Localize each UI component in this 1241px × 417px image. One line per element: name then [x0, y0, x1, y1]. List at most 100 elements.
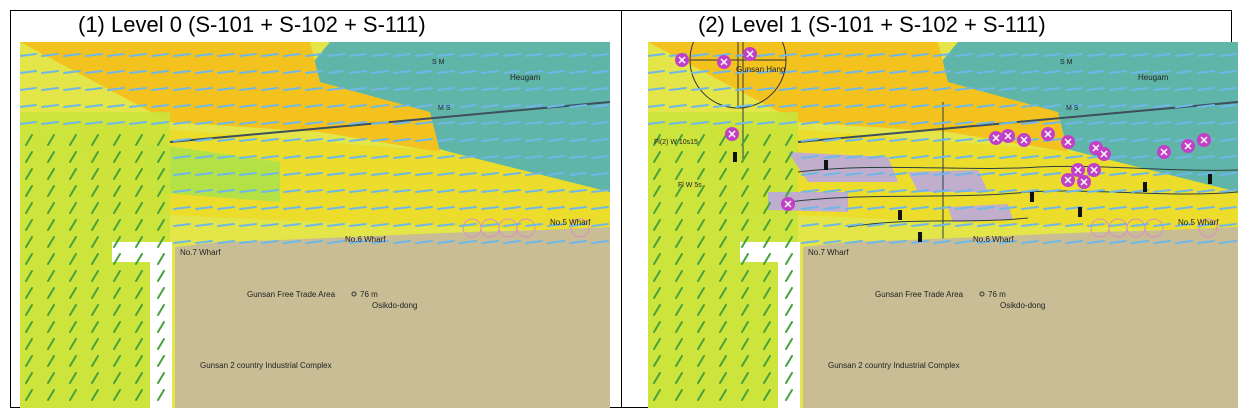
current-arrow-icon: [955, 206, 973, 210]
current-arrow-icon: [239, 240, 257, 244]
current-arrow-icon: [648, 70, 665, 74]
current-arrow-icon: [547, 172, 565, 176]
current-arrow-icon: [107, 87, 125, 91]
current-arrow-icon: [1087, 206, 1105, 210]
current-arrow-icon: [1087, 70, 1105, 74]
current-arrow-icon: [481, 104, 499, 108]
current-arrow-icon: [135, 253, 143, 265]
current-arrow-icon: [801, 104, 819, 108]
current-arrow-icon: [47, 219, 55, 231]
current-arrow-icon: [47, 355, 55, 367]
current-arrow-icon: [1197, 240, 1215, 244]
current-arrow-icon: [1109, 223, 1127, 227]
danger-buoy-icon: [1090, 166, 1098, 174]
current-arrow-icon: [283, 155, 301, 159]
current-arrow-icon: [481, 138, 499, 142]
current-arrow-icon: [415, 53, 433, 57]
current-arrow-icon: [933, 206, 951, 210]
current-arrow-icon: [675, 168, 683, 180]
current-arrow-icon: [785, 355, 793, 367]
current-arrow-icon: [697, 338, 705, 350]
danger-buoy-icon: [1064, 176, 1072, 184]
current-arrow-icon: [741, 168, 749, 180]
current-arrow-icon: [91, 304, 99, 316]
current-arrow-icon: [1153, 104, 1171, 108]
current-arrow-icon: [173, 223, 191, 227]
current-arrow-icon: [845, 121, 863, 125]
current-arrow-icon: [697, 185, 705, 197]
strong-current-band: [648, 42, 1068, 152]
current-arrow-icon: [47, 151, 55, 163]
current-arrow-icon: [719, 185, 727, 197]
current-arrow-icon: [713, 70, 731, 74]
current-arrow-icon: [653, 304, 661, 316]
current-arrow-icon: [719, 168, 727, 180]
current-arrow-icon: [1065, 53, 1083, 57]
current-arrow-icon: [195, 206, 213, 210]
current-arrow-icon: [763, 185, 771, 197]
current-arrow-icon: [135, 236, 143, 248]
current-arrow-icon: [481, 70, 499, 74]
chart-map[interactable]: No.7 Wharf No.6 Wharf No.5 Wharf Gunsan …: [20, 42, 610, 408]
current-arrow-icon: [999, 189, 1017, 193]
current-arrow-icon: [305, 121, 323, 125]
current-arrow-icon: [955, 104, 973, 108]
current-arrow-icon: [393, 70, 411, 74]
current-arrow-icon: [349, 121, 367, 125]
current-arrow-icon: [697, 236, 705, 248]
current-arrow-icon: [741, 372, 749, 384]
current-arrow-icon: [69, 287, 77, 299]
danger-buoy-icon: [1160, 148, 1168, 156]
current-arrow-icon: [1153, 121, 1171, 125]
current-arrow-icon: [85, 87, 103, 91]
current-arrow-icon: [195, 87, 213, 91]
current-arrow-icon: [675, 270, 683, 282]
current-arrow-icon: [741, 389, 749, 401]
current-arrow-icon: [1021, 206, 1039, 210]
current-arrow-icon: [371, 206, 389, 210]
current-arrow-icon: [327, 53, 345, 57]
current-arrow-icon: [129, 121, 147, 125]
current-arrow-icon: [371, 87, 389, 91]
current-arrow-icon: [933, 138, 951, 142]
danger-buoy-icon: [1020, 136, 1028, 144]
current-arrow-icon: [349, 104, 367, 108]
current-arrow-icon: [719, 219, 727, 231]
current-arrow-icon: [91, 338, 99, 350]
current-arrow-icon: [481, 87, 499, 91]
current-arrow-icon: [415, 70, 433, 74]
current-arrow-icon: [173, 240, 191, 244]
current-arrow-icon: [1153, 138, 1171, 142]
current-arrow-icon: [999, 172, 1017, 176]
current-arrow-icon: [371, 70, 389, 74]
current-arrow-icon: [1109, 240, 1127, 244]
current-arrow-icon: [415, 172, 433, 176]
current-arrow-icon: [955, 121, 973, 125]
current-arrow-icon: [889, 206, 907, 210]
label-no6-wharf: No.6 Wharf: [973, 235, 1014, 244]
current-arrow-icon: [239, 138, 257, 142]
current-arrow-icon: [867, 206, 885, 210]
current-arrow-icon: [591, 87, 609, 91]
current-arrow-icon: [719, 287, 727, 299]
label-no5-wharf: No.5 Wharf: [1178, 218, 1219, 227]
current-arrow-icon: [459, 172, 477, 176]
current-arrow-icon: [1109, 189, 1127, 193]
current-arrow-icon: [157, 372, 165, 384]
current-arrow-icon: [261, 70, 279, 74]
current-arrow-icon: [503, 87, 521, 91]
current-arrow-icon: [85, 53, 103, 57]
chart-map[interactable]: No.7 Wharf No.6 Wharf No.5 Wharf Gunsan …: [648, 42, 1238, 408]
current-arrow-icon: [459, 70, 477, 74]
current-arrow-icon: [569, 223, 587, 227]
current-arrow-icon: [305, 223, 323, 227]
current-arrow-icon: [173, 189, 191, 193]
current-arrow-icon: [327, 172, 345, 176]
current-arrow-icon: [437, 240, 455, 244]
current-arrow-icon: [785, 253, 793, 265]
current-arrow-icon: [261, 155, 279, 159]
current-arrow-icon: [1131, 121, 1149, 125]
current-arrow-icon: [547, 121, 565, 125]
current-arrow-icon: [47, 236, 55, 248]
current-arrow-icon: [911, 172, 929, 176]
